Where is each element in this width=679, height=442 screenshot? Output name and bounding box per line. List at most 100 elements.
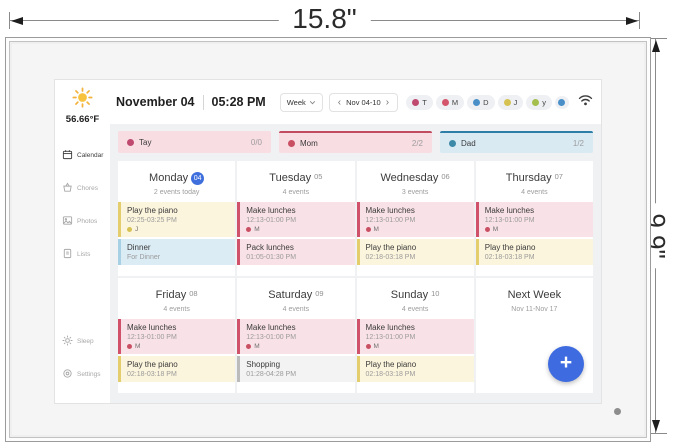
member-chip[interactable]: D bbox=[467, 94, 495, 110]
day-card-header: Friday 08 4 events bbox=[118, 278, 235, 313]
day-name-line: Sunday 10 bbox=[357, 285, 474, 303]
day-card-header: Sunday 10 4 events bbox=[357, 278, 474, 313]
height-dimension-arrow-down bbox=[651, 420, 660, 432]
member-chip[interactable]: J bbox=[497, 94, 524, 110]
height-dimension-tick-top bbox=[645, 38, 667, 39]
prev-week-button[interactable]: ‹ bbox=[337, 96, 342, 108]
day-name-line: Saturday 09 bbox=[237, 285, 354, 303]
event-attendee: J bbox=[127, 226, 230, 233]
device-frame: 56.66°F Calendar Chores Photos Lists Sleep Se… bbox=[5, 37, 651, 442]
event-block[interactable]: Play the piano 02:18-03:18 PM bbox=[356, 239, 474, 265]
day-name: Saturday bbox=[268, 289, 313, 301]
sidebar-item-lists[interactable]: Lists bbox=[62, 238, 110, 271]
member-chip[interactable] bbox=[555, 95, 569, 109]
day-name-line: Friday 08 bbox=[118, 285, 235, 303]
day-card-header: Tuesday 05 4 events bbox=[237, 161, 354, 196]
sun-icon bbox=[72, 87, 93, 112]
width-dimension-tick-left bbox=[9, 12, 10, 29]
event-block[interactable]: Pack lunches 01:05-01:30 PM bbox=[237, 239, 355, 265]
filter-chip-dad[interactable]: Dad 1/2 bbox=[440, 131, 593, 153]
filter-name: Dad bbox=[461, 138, 476, 148]
day-date: 05 bbox=[314, 172, 323, 181]
device-screen: 56.66°F Calendar Chores Photos Lists Sleep Se… bbox=[55, 80, 601, 403]
event-title: Shopping bbox=[246, 360, 281, 369]
day-name: Friday bbox=[155, 289, 187, 301]
event-time: 12:13-01:00 PM bbox=[246, 334, 297, 341]
event-time: 02:18-03:18 PM bbox=[127, 371, 177, 378]
day-card-friday[interactable]: Friday 08 4 events Make lunches 12:13-01:00 … bbox=[118, 278, 236, 393]
day-events: Make lunches 12:13-01:00 PM M Pack lunches 0… bbox=[237, 202, 355, 265]
sidebar-item-label: Calendar bbox=[77, 152, 104, 159]
event-time: 02:18-03:18 PM bbox=[365, 371, 416, 378]
sidebar-item-settings[interactable]: Settings bbox=[62, 358, 110, 391]
filter-color-dot bbox=[288, 139, 295, 147]
attendee-color-dot bbox=[127, 344, 132, 349]
member-initial: D bbox=[483, 97, 489, 107]
day-date: 06 bbox=[441, 172, 450, 181]
event-attendee: M bbox=[246, 226, 349, 233]
event-block[interactable]: Make lunches 12:13-01:00 PM M bbox=[475, 202, 593, 237]
event-title: Make lunches bbox=[365, 206, 415, 215]
member-chip[interactable]: M bbox=[435, 94, 465, 110]
member-chip[interactable]: y bbox=[526, 94, 552, 110]
event-time: 02:18-03:18 PM bbox=[484, 254, 535, 261]
member-initial: J bbox=[513, 97, 518, 107]
next-week-button[interactable]: › bbox=[385, 96, 390, 108]
day-card-wednesday[interactable]: Wednesday 06 3 events Make lunches 12:13-01:… bbox=[356, 161, 474, 276]
sidebar-item-calendar[interactable]: Calendar bbox=[62, 139, 110, 172]
attendee-initial: M bbox=[254, 343, 260, 350]
width-dimension-arrow-left bbox=[11, 16, 23, 25]
day-events: Make lunches 12:13-01:00 PM M Play the pian… bbox=[118, 319, 236, 382]
day-subtitle: 4 events bbox=[521, 189, 548, 196]
date-time-divider bbox=[202, 94, 204, 110]
day-date-badge: 04 bbox=[191, 172, 205, 185]
event-block[interactable]: Play the piano 02:18-03:18 PM bbox=[475, 239, 593, 265]
event-block[interactable]: Make lunches 12:13-01:00 PM M bbox=[356, 202, 474, 237]
event-time: 12:13-01:00 PM bbox=[246, 217, 297, 224]
add-event-button[interactable]: + bbox=[548, 346, 584, 382]
event-block[interactable]: Make lunches 12:13-01:00 PM M bbox=[237, 319, 355, 354]
attendee-initial: M bbox=[373, 343, 379, 350]
event-title: Make lunches bbox=[484, 206, 535, 215]
day-name-line: Tuesday 05 bbox=[237, 168, 354, 186]
weather-widget[interactable]: 56.66°F bbox=[55, 80, 110, 125]
member-filters: Tay 0/0 Mom 2/2 Dad 1/2 bbox=[110, 124, 601, 159]
topbar: November 04 05:28 PM Week ‹ Nov 04-10 › … bbox=[110, 80, 601, 124]
day-card-thursday[interactable]: Thursday 07 4 events Make lunches 12:13-01:0… bbox=[475, 161, 593, 276]
day-card-sunday[interactable]: Sunday 10 4 events Make lunches 12:13-01:00 … bbox=[356, 278, 474, 393]
event-block[interactable]: Play the piano 02:25-03:25 PM J bbox=[118, 202, 236, 237]
day-name: Monday bbox=[149, 172, 189, 184]
sidebar-spacer bbox=[62, 271, 110, 325]
event-block[interactable]: Make lunches 12:13-01:00 PM M bbox=[118, 319, 236, 354]
event-title: Dinner bbox=[127, 243, 151, 252]
member-chip[interactable]: T bbox=[406, 94, 433, 110]
filter-chip-mom[interactable]: Mom 2/2 bbox=[279, 131, 432, 153]
event-block[interactable]: Play the piano 02:18-03:18 PM bbox=[118, 356, 236, 382]
event-block[interactable]: Dinner For Dinner bbox=[118, 239, 236, 265]
day-events: Make lunches 12:13-01:00 PM M Play the pian… bbox=[356, 202, 474, 265]
day-name-line: Thursday 07 bbox=[476, 168, 593, 186]
view-selector[interactable]: Week bbox=[279, 92, 323, 112]
member-initial: T bbox=[422, 97, 427, 107]
lists-icon bbox=[62, 246, 73, 264]
week-navigator: ‹ Nov 04-10 › bbox=[328, 92, 399, 112]
sidebar-item-chores[interactable]: Chores bbox=[62, 172, 110, 205]
sidebar-item-photos[interactable]: Photos bbox=[62, 205, 110, 238]
day-name-line: Next Week bbox=[476, 285, 593, 303]
event-block[interactable]: Make lunches 12:13-01:00 PM M bbox=[356, 319, 474, 354]
event-block[interactable]: Make lunches 12:13-01:00 PM M bbox=[237, 202, 355, 237]
event-block[interactable]: Shopping 01:28-04:28 PM bbox=[237, 356, 355, 382]
member-color-dot bbox=[503, 98, 511, 106]
day-name: Next Week bbox=[507, 289, 562, 301]
day-subtitle: 4 events bbox=[282, 189, 310, 196]
photos-icon bbox=[62, 213, 73, 231]
day-card-monday[interactable]: Monday 04 2 events today Play the piano 02:2… bbox=[118, 161, 236, 276]
event-block[interactable]: Play the piano 02:18-03:18 PM bbox=[356, 356, 474, 382]
day-card-tuesday[interactable]: Tuesday 05 4 events Make lunches 12:13-01:00… bbox=[237, 161, 355, 276]
day-card-saturday[interactable]: Saturday 09 4 events Make lunches 12:13-01:0… bbox=[237, 278, 355, 393]
day-date: 10 bbox=[431, 289, 440, 298]
event-time: 02:18-03:18 PM bbox=[365, 254, 416, 261]
filter-chip-tay[interactable]: Tay 0/0 bbox=[118, 131, 271, 153]
sidebar-item-sleep[interactable]: Sleep bbox=[62, 325, 110, 358]
